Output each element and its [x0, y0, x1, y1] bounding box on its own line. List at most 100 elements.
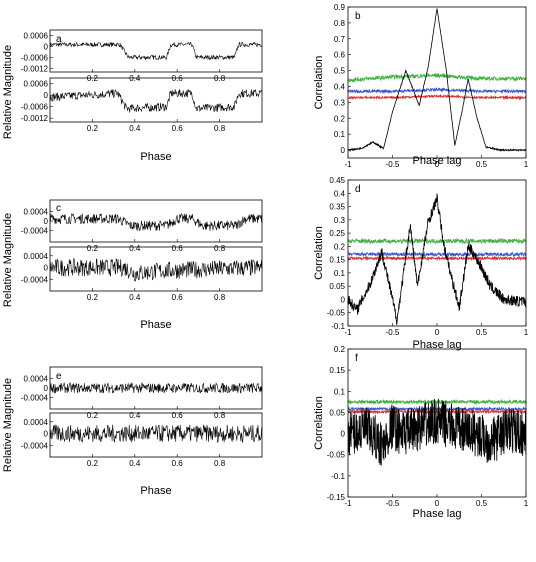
x-tick-label: -1 [344, 160, 352, 169]
series-line [49, 88, 263, 113]
x-tick-label: 0.2 [87, 74, 99, 83]
x-tick-label: 0.2 [87, 459, 99, 468]
subplot-e-2: 0.0004 0 -0.0004 0.2 0.4 0.6 0.8 [21, 412, 263, 468]
plot-frame [49, 412, 263, 458]
y-tick-label: -0.15 [327, 493, 346, 502]
panel-letter: f [355, 353, 358, 364]
x-tick-label: 0.2 [87, 244, 99, 253]
x-tick-label: -0.5 [386, 328, 400, 337]
y-tick-label: 0.2 [334, 114, 346, 123]
plot-frame [49, 77, 263, 123]
y-tick-label: 0 [44, 384, 49, 393]
y-tick-label: -0.0004 [21, 226, 49, 235]
y-tick-label: 0.1 [334, 130, 346, 139]
y-tick-label: 0.3 [334, 216, 346, 225]
series-line-2 [347, 86, 527, 95]
x-tick-label: 0 [435, 499, 440, 508]
y-tick-label: -0.1 [331, 472, 345, 481]
y-axis-label: Relative Magnitude [2, 213, 14, 307]
x-tick-label: 0.6 [172, 411, 184, 420]
series-line [49, 381, 263, 394]
y-tick-label: 0.2 [334, 345, 346, 354]
x-tick-label: -1 [344, 499, 352, 508]
y-tick-label: 0.0004 [24, 208, 49, 217]
y-tick-label: -0.1 [331, 322, 345, 331]
x-tick-label: 0.2 [87, 293, 99, 302]
x-tick-label: 0.4 [129, 244, 141, 253]
series-line [49, 424, 263, 444]
series-line-4 [347, 8, 527, 152]
x-tick-label: 0.6 [172, 74, 184, 83]
y-tick-label: 0 [341, 430, 346, 439]
y-tick-label: 0.05 [329, 408, 345, 417]
panel-letter: b [355, 11, 361, 22]
y-tick-label: -0.05 [327, 309, 346, 318]
x-axis-label: Phase [140, 151, 171, 163]
series-line-1 [347, 72, 527, 84]
y-tick-label: 0.0006 [24, 31, 49, 40]
y-tick-label: -0.05 [327, 451, 346, 460]
y-tick-label: 0.6 [334, 51, 346, 60]
y-tick-label: 0.4 [334, 82, 346, 91]
plot-frame [49, 29, 263, 73]
y-tick-label: -0.0006 [21, 103, 49, 112]
x-axis-label: Phase lag [413, 339, 462, 351]
x-tick-label: 0.4 [129, 459, 141, 468]
panel-b: 0 0.1 0.2 0.3 0.4 0.5 0.6 0.7 0.8 0.9 -1 -0.5 0 0.5 1 b… [313, 3, 529, 169]
y-tick-label: 0.05 [329, 282, 345, 291]
x-tick-label: 0.8 [214, 124, 226, 133]
subplot-a-1: 0.0006 0 -0.0006 -0.0012 0.2 0.4 0.6 0.8 [21, 29, 263, 83]
y-axis-label: Correlation [313, 56, 325, 110]
x-axis-label: Phase [140, 319, 171, 331]
y-tick-label: 0 [44, 264, 49, 273]
y-axis-label: Correlation [313, 396, 325, 450]
y-tick-label: 0.7 [334, 35, 346, 44]
y-tick-label: 0.45 [329, 176, 345, 185]
series-line [49, 213, 263, 232]
plot-frame [347, 6, 527, 159]
x-tick-label: 0.5 [476, 499, 488, 508]
y-axis-label: Relative Magnitude [2, 45, 14, 139]
x-tick-label: 0.2 [87, 411, 99, 420]
y-tick-label: 0.8 [334, 19, 346, 28]
series-line-3 [347, 93, 527, 101]
y-tick-label: -0.0006 [21, 53, 49, 62]
x-tick-label: 1 [524, 160, 529, 169]
y-tick-label: 0.5 [334, 67, 346, 76]
x-tick-label: 0.8 [214, 244, 226, 253]
series-line-3 [347, 255, 527, 262]
plot-frame [49, 199, 263, 243]
series-line-4 [347, 193, 527, 325]
series-line [49, 258, 263, 282]
series-line-2 [347, 251, 527, 258]
x-tick-label: 0.6 [172, 293, 184, 302]
x-tick-label: 0.4 [129, 124, 141, 133]
series-line-1 [347, 237, 527, 245]
y-tick-label: 0.0004 [24, 252, 49, 261]
y-tick-label: -0.0004 [21, 441, 49, 450]
x-axis-label: Phase [140, 485, 171, 497]
y-axis-label: Correlation [313, 226, 325, 280]
y-tick-label: 0.3 [334, 98, 346, 107]
y-tick-label: 0.0004 [24, 418, 49, 427]
x-axis-label: Phase lag [413, 155, 462, 167]
y-tick-label: 0.2 [334, 242, 346, 251]
series-line-2 [347, 406, 527, 412]
x-tick-label: -1 [344, 328, 352, 337]
y-tick-label: 0 [44, 217, 49, 226]
x-tick-label: 1 [524, 328, 529, 337]
y-tick-label: 0.0004 [24, 375, 49, 384]
y-tick-label: -0.0004 [21, 275, 49, 284]
x-tick-label: 0.2 [87, 124, 99, 133]
x-tick-label: 0.6 [172, 244, 184, 253]
panel-letter: d [355, 184, 361, 195]
x-tick-label: 0.8 [214, 74, 226, 83]
panel-letter: e [56, 371, 62, 382]
y-tick-label: -0.0012 [21, 64, 49, 73]
x-tick-label: 0.5 [476, 328, 488, 337]
x-tick-label: 0 [435, 328, 440, 337]
series-line [49, 41, 263, 61]
